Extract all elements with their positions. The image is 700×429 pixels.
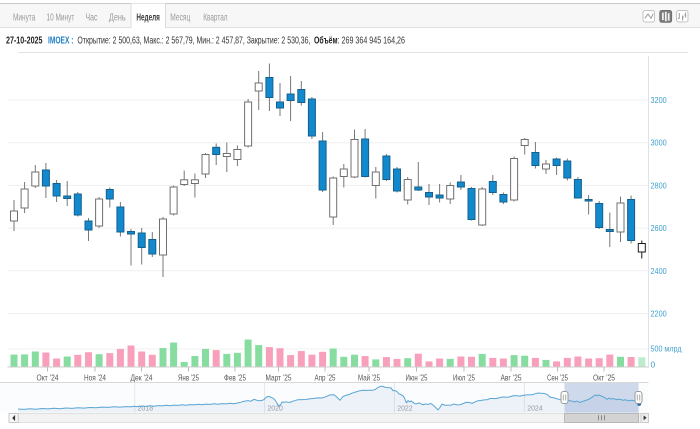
svg-text:Минута: Минута [13,12,36,23]
svg-text:Окт ’24: Окт ’24 [37,373,59,383]
svg-text:2020: 2020 [267,404,283,413]
svg-text:2024: 2024 [527,404,543,413]
svg-text:Сен ’25: Сен ’25 [547,373,568,383]
svg-text:Месяц: Месяц [170,12,190,23]
svg-text:27-10-2025: 27-10-2025 [6,35,43,47]
svg-text:0: 0 [651,360,656,370]
svg-text:2200: 2200 [651,309,667,319]
svg-text:Май ’25: Май ’25 [358,373,380,383]
svg-text:: 269 364 945 164,26: : 269 364 945 164,26 [338,35,406,47]
svg-text:Окт ’25: Окт ’25 [593,373,615,383]
svg-text:2018: 2018 [138,404,154,413]
svg-text:2400: 2400 [651,266,667,276]
svg-text:Июн ’25: Июн ’25 [406,373,428,383]
svg-text:Фев ’25: Фев ’25 [224,373,246,383]
svg-text:Ноя ’24: Ноя ’24 [84,373,106,383]
svg-text:Объём: Объём [314,35,338,47]
svg-text:500 млрд: 500 млрд [651,344,682,354]
svg-text:Янв ’25: Янв ’25 [178,373,199,383]
svg-text:Неделя: Неделя [136,12,160,23]
svg-text:Дек ’24: Дек ’24 [131,373,153,383]
svg-text:День: День [109,12,126,23]
svg-text:Июл ’25: Июл ’25 [453,373,475,383]
svg-text:Апр ’25: Апр ’25 [315,373,336,383]
svg-text:2022: 2022 [397,404,413,413]
svg-text:3000: 3000 [651,138,667,148]
svg-text:2600: 2600 [651,223,667,233]
svg-text:Март ’25: Март ’25 [266,373,292,383]
svg-text:IMOEX :: IMOEX : [48,35,74,47]
svg-text:10 Минут: 10 Минут [47,12,75,23]
svg-text:Авг ’25: Авг ’25 [501,373,522,383]
svg-text:Час: Час [86,12,98,23]
svg-text:2800: 2800 [651,180,667,190]
svg-text:3200: 3200 [651,95,667,105]
svg-text:Квартал: Квартал [203,12,227,23]
svg-text:Открытие: 2 500,63, Макс.: 2 5: Открытие: 2 500,63, Макс.: 2 567,79, Мин… [77,35,310,47]
